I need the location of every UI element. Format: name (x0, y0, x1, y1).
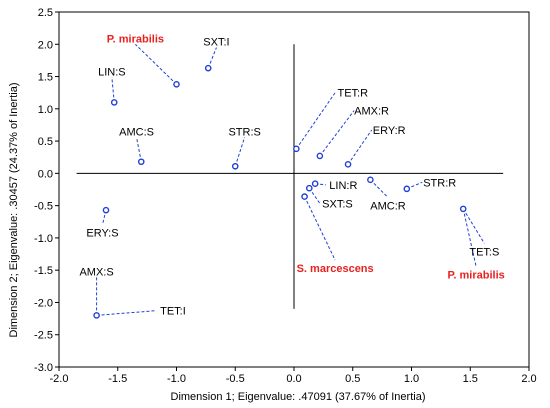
y-tick-label: -3.0 (34, 362, 53, 374)
leader-line (96, 310, 156, 316)
x-tick-label: -1.0 (167, 373, 186, 385)
data-point (403, 185, 411, 193)
x-tick-label: -0.5 (226, 373, 245, 385)
point-label: AMC:S (119, 126, 154, 138)
leader-line (308, 187, 321, 204)
data-point (102, 206, 110, 214)
data-point (173, 80, 180, 88)
x-tick-label: 0.5 (345, 373, 360, 385)
data-point (293, 145, 300, 153)
organism-label: P. mirabilis (107, 33, 164, 45)
y-tick-label: 0.0 (38, 168, 53, 180)
point-label: AMC:R (370, 201, 406, 213)
y-tick-label: 1.0 (38, 104, 53, 116)
reference-lines (76, 44, 504, 309)
point-label: STR:R (423, 177, 456, 189)
leader-line (207, 47, 217, 69)
data-point (459, 205, 467, 213)
x-tick-label: 1.0 (404, 373, 419, 385)
leader-line (111, 77, 115, 103)
x-tick-label: 1.5 (463, 373, 478, 385)
y-axis-title: Dimension 2; Eigenvalue: .30457 (24.37% … (8, 83, 20, 338)
data-point (231, 162, 239, 170)
leader-line (319, 110, 355, 157)
x-tick-label: 2.0 (521, 373, 536, 385)
y-tick-label: -2.0 (34, 297, 53, 309)
point-label: LIN:S (98, 66, 126, 78)
point-label: TET:S (469, 246, 499, 258)
leader-line (136, 137, 142, 162)
y-tick-label: 0.5 (38, 136, 53, 148)
y-tick-label: -1.5 (34, 265, 53, 277)
point-label: SXT:S (322, 199, 353, 211)
data-point (311, 180, 319, 187)
x-tick-label: -2.0 (50, 373, 69, 385)
x-tick-label: -1.5 (108, 373, 127, 385)
point-label: TET:R (337, 88, 368, 100)
organism-label: P. mirabilis (447, 270, 504, 282)
data-point (344, 161, 352, 168)
leader-line (370, 179, 389, 198)
data-point (305, 184, 313, 192)
y-tick-label: 2.0 (38, 39, 53, 51)
data-point (93, 312, 100, 319)
data-point (110, 99, 118, 106)
leader-lines (96, 43, 485, 316)
y-tick-label: 2.5 (38, 7, 53, 19)
leader-line (462, 208, 485, 244)
leader-line (304, 196, 336, 261)
x-tick-label: 0.0 (286, 373, 301, 385)
organism-label: S. marcescens (297, 263, 374, 275)
axis-ticks: -2.0 -1.5 -1.0 -0.5 0.0 0.5 1.0 1.5 2.0 2.5 2.0 1.5… (34, 7, 537, 385)
data-points (93, 64, 467, 319)
data-point (137, 158, 145, 166)
data-point (301, 193, 308, 200)
point-label: ERY:S (86, 228, 118, 240)
point-label: AMX:S (79, 266, 113, 278)
point-label: SXT:I (203, 37, 229, 49)
leader-line (347, 129, 373, 165)
point-label: STR:S (228, 126, 260, 138)
point-label: TET:I (160, 306, 186, 318)
leader-line (234, 137, 246, 167)
y-tick-label: -0.5 (34, 201, 53, 213)
leader-line (135, 43, 177, 85)
point-labels: P. mirabilis SXT:I LIN:S AMC:S STR:S TET:R AMX… (79, 33, 504, 317)
data-point (204, 64, 212, 72)
x-axis-title: Dimension 1; Eigenvalue: .47091 (37.67% … (171, 391, 426, 403)
point-label: LIN:R (329, 180, 357, 192)
y-tick-label: -2.5 (34, 330, 53, 342)
point-label: AMX:R (354, 106, 389, 118)
y-tick-label: -1.0 (34, 233, 53, 245)
y-tick-label: 1.5 (38, 72, 53, 84)
data-point (367, 176, 374, 184)
leader-line (295, 92, 336, 150)
data-point (316, 152, 324, 160)
point-label: ERY:R (373, 125, 406, 137)
